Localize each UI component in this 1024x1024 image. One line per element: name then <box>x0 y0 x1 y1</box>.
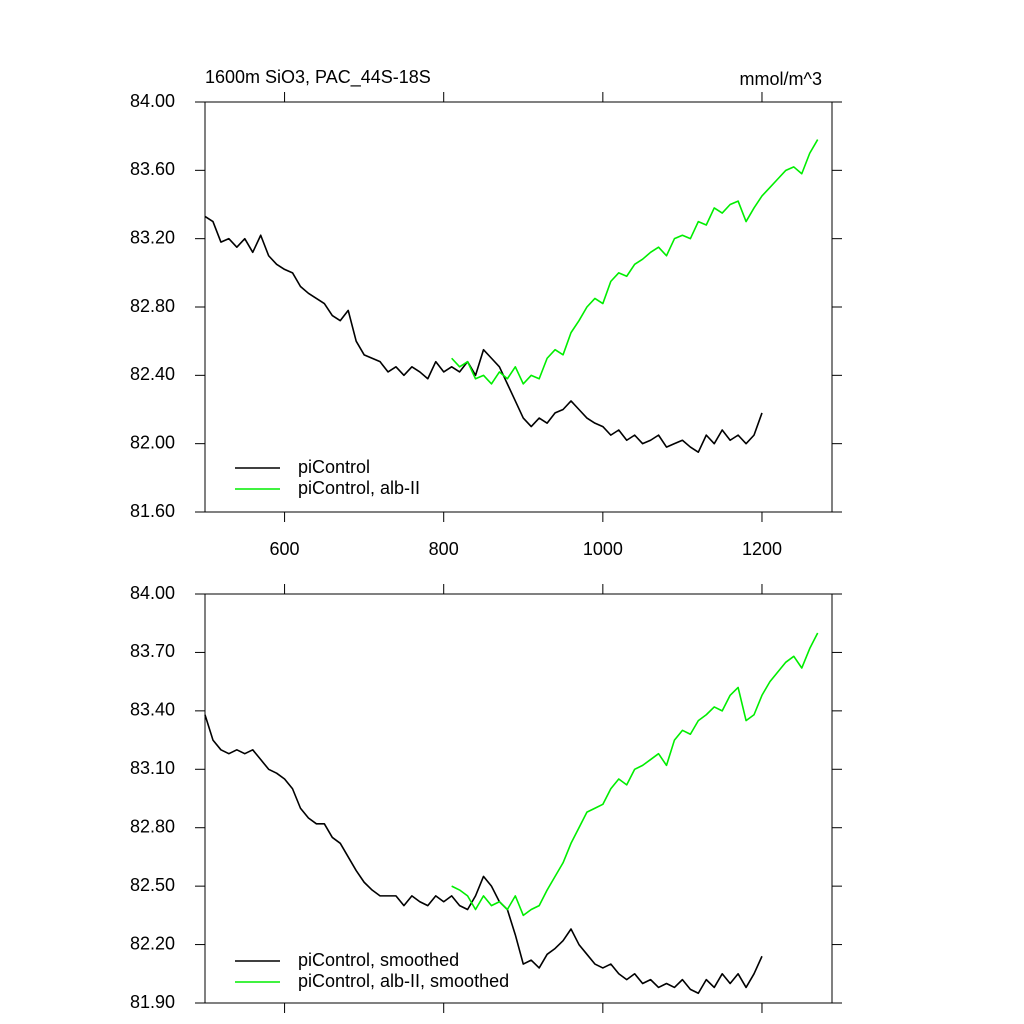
y-tick-label: 83.20 <box>130 227 175 247</box>
data-line <box>451 632 819 917</box>
chart-title: 1600m SiO3, PAC_44S-18S <box>205 67 431 88</box>
y-tick-label: 81.60 <box>130 501 175 521</box>
y-tick-label: 82.50 <box>130 875 175 895</box>
legend-label: piControl, smoothed <box>298 950 459 970</box>
y-tick-label: 84.00 <box>130 91 175 111</box>
y-tick-label: 84.00 <box>130 583 175 603</box>
y-tick-label: 82.00 <box>130 432 175 452</box>
y-tick-label: 82.80 <box>130 816 175 836</box>
legend-label: piControl, alb-II, smoothed <box>298 971 509 991</box>
y-tick-label: 82.20 <box>130 933 175 953</box>
x-tick-label: 600 <box>270 539 300 559</box>
y-tick-label: 82.80 <box>130 296 175 316</box>
units-label: mmol/m^3 <box>740 69 822 89</box>
data-line <box>204 215 763 454</box>
y-tick-label: 83.10 <box>130 758 175 778</box>
y-tick-label: 83.40 <box>130 700 175 720</box>
x-tick-label: 800 <box>429 539 459 559</box>
plot-frame <box>204 593 833 1004</box>
legend-label: piControl <box>298 457 370 477</box>
y-tick-label: 81.90 <box>130 992 175 1012</box>
plot-frame <box>204 101 833 513</box>
y-tick-label: 83.70 <box>130 641 175 661</box>
legend-label: piControl, alb-II <box>298 478 420 498</box>
data-line <box>451 139 819 385</box>
y-tick-label: 83.60 <box>130 159 175 179</box>
x-tick-label: 1000 <box>583 539 623 559</box>
y-tick-label: 82.40 <box>130 364 175 384</box>
data-line <box>204 714 763 995</box>
x-tick-label: 1200 <box>742 539 782 559</box>
